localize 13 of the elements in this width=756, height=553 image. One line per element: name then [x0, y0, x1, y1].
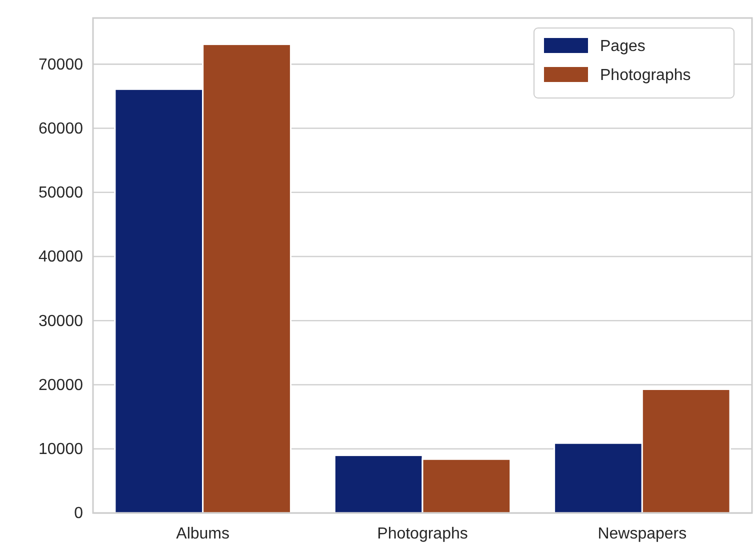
y-tick-label: 60000	[38, 120, 84, 138]
y-tick-label: 70000	[38, 56, 84, 74]
y-tick-label: 50000	[38, 184, 84, 202]
x-tick-label: Newspapers	[598, 525, 687, 542]
y-tick-label: 20000	[38, 376, 84, 394]
legend-label: Photographs	[600, 67, 691, 84]
y-tick-label: 40000	[38, 248, 84, 266]
x-tick-label: Photographs	[377, 525, 468, 542]
y-tick-label: 0	[74, 505, 84, 522]
y-tick-label: 10000	[38, 441, 84, 458]
y-tick-label: 30000	[38, 312, 84, 330]
x-tick-label: Albums	[176, 525, 230, 542]
legend-label: Pages	[600, 38, 646, 55]
